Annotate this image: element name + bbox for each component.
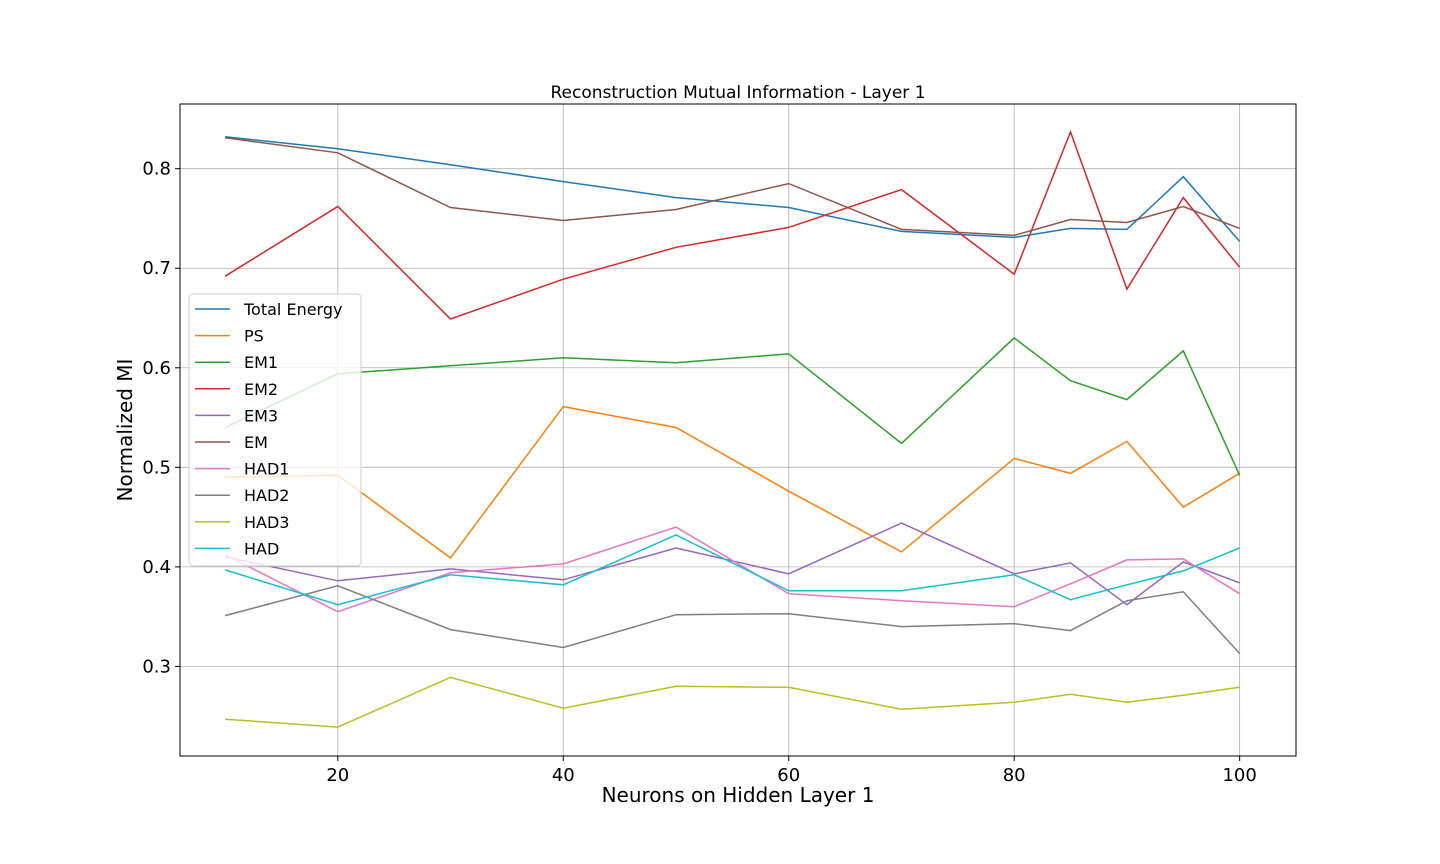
series-line-had3 (225, 676, 1240, 728)
legend-item: HAD3 (195, 513, 289, 532)
series-line-had (224, 534, 1240, 606)
y-tick-label: 0.8 (142, 159, 171, 180)
y-axis-label: Normalized MI (113, 359, 137, 502)
chart-title: Reconstruction Mutual Information - Laye… (550, 83, 925, 103)
series-line-em3 (224, 522, 1240, 606)
legend-item: EM3 (195, 406, 278, 425)
legend-label: EM (244, 433, 268, 452)
legend-label: HAD3 (244, 513, 289, 532)
x-tick-label: 40 (552, 765, 575, 786)
legend-label: EM1 (244, 353, 278, 372)
series-line-total-energy (225, 136, 1241, 242)
legend-label: Total Energy (243, 300, 342, 319)
series-line-ps (225, 405, 1240, 559)
legend: Total Energy PS EM1 EM2 EM3 EM HAD1 HAD2 HAD3 HAD (188, 293, 362, 567)
legend-label: EM3 (244, 406, 278, 425)
x-tick-label: 80 (1003, 765, 1026, 786)
series-line-em (225, 137, 1240, 237)
legend-item: HAD1 (195, 460, 289, 479)
y-tick-label: 0.4 (142, 557, 171, 578)
series-line-em2 (224, 129, 1241, 320)
series-line-had2 (224, 585, 1241, 655)
x-tick-label: 100 (1222, 765, 1256, 786)
legend-item: EM (195, 433, 268, 452)
x-tick-label: 60 (777, 765, 800, 786)
plot-frame (179, 103, 1297, 757)
y-tick-label: 0.7 (142, 258, 171, 279)
x-axis-label: Neurons on Hidden Layer 1 (602, 783, 875, 807)
legend-item: HAD (195, 539, 279, 558)
legend-item: Total Energy (195, 300, 342, 319)
legend-label: HAD (244, 539, 279, 558)
y-tick-label: 0.6 (142, 358, 171, 379)
legend-item: HAD2 (195, 486, 289, 505)
series-line-em1 (224, 336, 1241, 476)
grid-lines (180, 104, 1296, 756)
legend-item: PS (195, 327, 264, 346)
y-tick-label: 0.5 (142, 457, 171, 478)
series-line-had1 (224, 526, 1240, 613)
y-tick-label: 0.3 (142, 656, 171, 677)
legend-item: EM1 (195, 353, 278, 372)
legend-label: HAD2 (244, 486, 289, 505)
legend-box (188, 293, 362, 567)
legend-label: PS (244, 327, 264, 346)
axis-ticks: 20 40 60 80 100 0.3 0.4 0.5 0.6 0.7 0.8 (142, 159, 1256, 786)
x-tick-label: 20 (326, 765, 349, 786)
legend-label: EM2 (244, 380, 278, 399)
plot-series (224, 129, 1241, 728)
legend-item: EM2 (195, 380, 278, 399)
legend-label: HAD1 (244, 460, 289, 479)
